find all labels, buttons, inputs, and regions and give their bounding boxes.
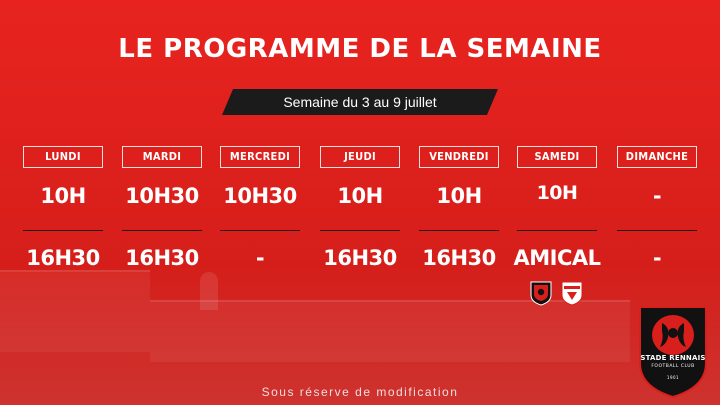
background-building-roof xyxy=(150,300,630,362)
morning-time-wednesday: 10H30 xyxy=(223,184,297,208)
separator xyxy=(419,230,499,231)
afternoon-time-saturday: AMICAL xyxy=(513,246,601,270)
stade-rennais-badge-icon xyxy=(639,306,707,399)
footnote: Sous réserve de modification xyxy=(261,385,459,399)
morning-time-monday: 10H xyxy=(40,184,86,208)
background-building-left xyxy=(0,270,150,352)
separator xyxy=(220,230,300,231)
day-label-wednesday: MERCREDI xyxy=(220,146,300,168)
day-label-tuesday: MARDI xyxy=(122,146,202,168)
separator xyxy=(23,230,103,231)
morning-time-tuesday: 10H30 xyxy=(125,184,199,208)
day-label-sunday: DIMANCHE xyxy=(617,146,697,168)
afternoon-time-monday: 16H30 xyxy=(26,246,100,270)
separator xyxy=(617,230,697,231)
afternoon-time-sunday: - xyxy=(652,246,662,270)
day-label-friday: VENDREDI xyxy=(419,146,499,168)
morning-time-sunday: - xyxy=(652,184,662,208)
background-arch xyxy=(200,272,218,310)
afternoon-time-friday: 16H30 xyxy=(422,246,496,270)
club-name: STADE RENNAIS xyxy=(640,354,706,362)
day-label-monday: LUNDI xyxy=(23,146,103,168)
stade-rennais-crest-icon xyxy=(530,281,552,306)
morning-time-thursday: 10H xyxy=(337,184,383,208)
day-label-thursday: JEUDI xyxy=(320,146,400,168)
fc-sion-crest-icon xyxy=(561,281,583,306)
club-subtitle: FOOTBALL CLUB xyxy=(651,364,695,369)
day-label-saturday: SAMEDI xyxy=(517,146,597,168)
afternoon-time-tuesday: 16H30 xyxy=(125,246,199,270)
morning-time-saturday: 10H xyxy=(536,182,578,204)
club-year: 1901 xyxy=(666,375,680,380)
separator xyxy=(320,230,400,231)
page-title: LE PROGRAMME DE LA SEMAINE xyxy=(118,34,602,64)
background-building xyxy=(0,265,720,405)
separator xyxy=(122,230,202,231)
morning-time-friday: 10H xyxy=(436,184,482,208)
afternoon-time-wednesday: - xyxy=(255,246,265,270)
separator xyxy=(517,230,597,231)
week-banner: Semaine du 3 au 9 juillet xyxy=(222,89,498,115)
afternoon-time-thursday: 16H30 xyxy=(323,246,397,270)
